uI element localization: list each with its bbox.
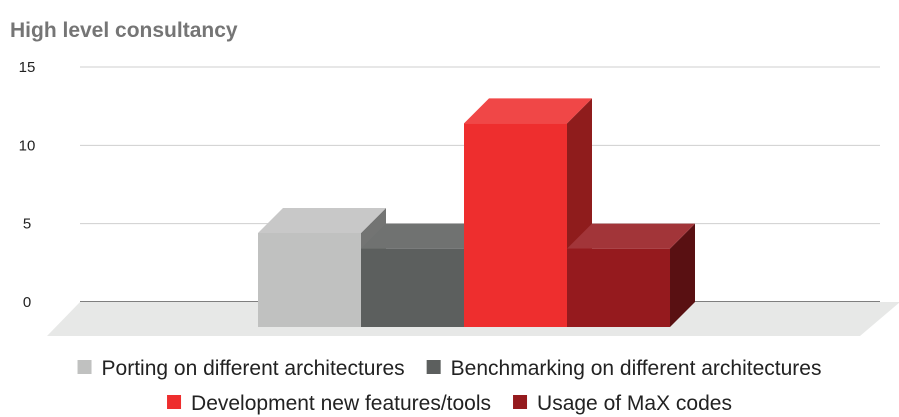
chart-title: High level consultancy [10,19,238,42]
legend-swatch [167,395,182,409]
legend-item: Usage of MaX codes [513,392,732,415]
bars [258,98,695,327]
legend-item: Development new features/tools [167,392,491,415]
y-tick-label: 5 [23,216,31,233]
legend-item: Benchmarking on different architectures [426,357,822,380]
bar [464,98,592,327]
legend-swatch [513,395,528,409]
legend: Porting on different architectures Benchm… [77,357,822,415]
y-axis: 0 5 10 15 [19,59,36,311]
y-tick-label: 10 [19,137,36,154]
legend-label: Porting on different architectures [102,357,405,380]
legend-item: Porting on different architectures [77,357,405,380]
bar [258,208,386,327]
legend-label: Usage of MaX codes [537,392,732,415]
bar [567,223,695,327]
y-tick-label: 0 [23,294,31,311]
legend-swatch [77,360,92,374]
legend-swatch [426,360,441,374]
legend-label: Benchmarking on different architectures [451,357,822,380]
y-tick-label: 15 [19,59,36,76]
legend-label: Development new features/tools [191,392,491,415]
